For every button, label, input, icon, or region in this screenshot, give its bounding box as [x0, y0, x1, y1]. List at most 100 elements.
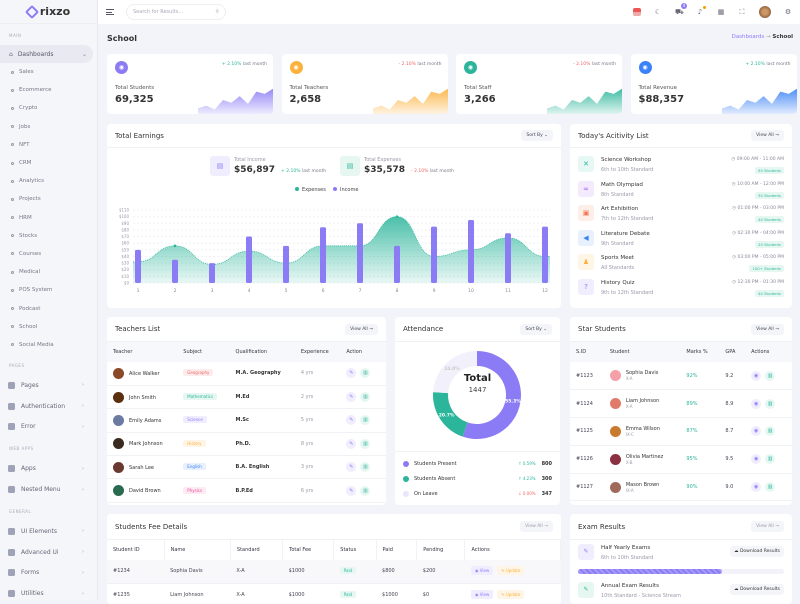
- income-bar[interactable]: [431, 226, 437, 283]
- sort-by-button[interactable]: Sort By ⌄: [521, 130, 553, 141]
- sidebar-subitem-projects[interactable]: Projects: [0, 190, 97, 208]
- sidebar-item-utilities[interactable]: Utilities ›: [0, 583, 97, 604]
- delete-icon[interactable]: ▥: [360, 368, 371, 379]
- view-all-button[interactable]: View All →: [751, 130, 784, 141]
- x-tick-label: 5: [285, 288, 288, 294]
- edit-icon[interactable]: ✎: [346, 368, 357, 379]
- sidebar-subitem-ecommerce[interactable]: Ecommerce: [0, 81, 97, 99]
- pencil-icon: ✎: [578, 544, 594, 560]
- gear-icon[interactable]: ⚙: [784, 8, 792, 16]
- income-bar[interactable]: [542, 226, 548, 283]
- sidebar-item-error[interactable]: Error ›: [0, 417, 97, 438]
- sidebar-subitem-school[interactable]: School: [0, 318, 97, 336]
- sidebar-subitem-stocks[interactable]: Stocks: [0, 227, 97, 245]
- download-results-button[interactable]: ☁ Download Results: [730, 584, 784, 595]
- view-all-button[interactable]: View All →: [751, 521, 784, 532]
- update-button[interactable]: ✎ Update: [497, 566, 525, 576]
- sidebar-subitem-nft[interactable]: NFT: [0, 136, 97, 154]
- moon-icon[interactable]: ☾: [654, 8, 662, 16]
- delete-icon[interactable]: ▥: [765, 482, 776, 493]
- search-input[interactable]: Search for Results... ⚲: [126, 4, 226, 20]
- delete-icon[interactable]: ▥: [360, 462, 371, 473]
- delete-icon[interactable]: ▥: [360, 438, 371, 449]
- activity-item[interactable]: ✕ Science Workshop 6th to 10th Standard …: [578, 154, 784, 179]
- update-button[interactable]: ✎ Update: [497, 589, 525, 599]
- sidebar-subitem-medical[interactable]: Medical: [0, 263, 97, 281]
- activity-item[interactable]: ▣ Art Exhibition 7th to 12th Standard ◷ …: [578, 203, 784, 228]
- view-all-button[interactable]: View All →: [520, 521, 553, 532]
- donut-slice[interactable]: [462, 351, 521, 439]
- view-all-button[interactable]: View All →: [345, 323, 378, 335]
- edit-icon[interactable]: ✎: [346, 392, 357, 403]
- experience: 6 yrs: [294, 478, 341, 503]
- view-button[interactable]: ◉ View: [470, 566, 494, 576]
- expenses-point[interactable]: [395, 215, 399, 218]
- edit-icon[interactable]: ✎: [346, 462, 357, 473]
- sidebar-subitem-analytics[interactable]: Analytics: [0, 172, 97, 190]
- sidebar-subitem-podcast[interactable]: Podcast: [0, 299, 97, 317]
- sidebar-subitem-jobs[interactable]: Jobs: [0, 118, 97, 136]
- sidebar-subitem-social-media[interactable]: Social Media: [0, 336, 97, 354]
- eye-icon[interactable]: ◉: [751, 482, 762, 493]
- sidebar-item-dashboards[interactable]: ⌂ Dashboards ⌄: [0, 45, 93, 63]
- delete-icon[interactable]: ▥: [360, 485, 371, 496]
- sidebar-subitem-pos-system[interactable]: POS System: [0, 281, 97, 299]
- income-bar[interactable]: [246, 236, 252, 283]
- apps-grid-icon[interactable]: ▦: [717, 8, 725, 16]
- us-flag-icon[interactable]: [633, 8, 641, 16]
- eye-icon[interactable]: ◉: [751, 398, 762, 409]
- income-bar[interactable]: [320, 227, 326, 283]
- view-button[interactable]: ◉ View: [470, 589, 494, 599]
- download-results-button[interactable]: ☁ Download Results: [730, 546, 784, 557]
- activity-item[interactable]: ♟ Sports Meet All Standards ◷ 03:00 PM -…: [578, 252, 784, 277]
- income-bar[interactable]: [283, 245, 289, 283]
- sidebar-item-forms[interactable]: Forms ›: [0, 563, 97, 584]
- delete-icon[interactable]: ▥: [765, 370, 776, 381]
- bell-icon[interactable]: ♪: [696, 6, 706, 16]
- edit-icon[interactable]: ✎: [346, 415, 357, 426]
- clock-icon: ◷: [732, 255, 737, 261]
- sidebar-item-nested-menu[interactable]: Nested Menu ›: [0, 479, 97, 500]
- sidebar-item-apps[interactable]: Apps ›: [0, 458, 97, 479]
- sort-by-button[interactable]: Sort By ⌄: [520, 323, 552, 335]
- sidebar-item-pages[interactable]: Pages ›: [0, 375, 97, 396]
- activity-item[interactable]: ? History Quiz 9th to 12th Standard ◷ 12…: [578, 277, 784, 302]
- income-bar[interactable]: [135, 249, 141, 283]
- income-bar[interactable]: [209, 263, 215, 283]
- delete-icon[interactable]: ▥: [360, 415, 371, 426]
- income-bar[interactable]: [505, 233, 511, 283]
- fullscreen-icon[interactable]: ⛶: [739, 8, 745, 16]
- income-bar[interactable]: [394, 245, 400, 283]
- menu-toggle-icon[interactable]: [106, 9, 114, 15]
- sidebar-item-advanced-ui[interactable]: Advanced Ui ›: [0, 542, 97, 563]
- breadcrumb-dashboards[interactable]: Dashboards: [731, 34, 765, 40]
- delete-icon[interactable]: ▥: [765, 454, 776, 465]
- delete-icon[interactable]: ▥: [765, 398, 776, 409]
- donut-slice[interactable]: [433, 392, 468, 437]
- activity-item[interactable]: ◀ Literature Debate 9th Standard ◷ 02:30…: [578, 228, 784, 253]
- user-avatar[interactable]: [759, 6, 771, 18]
- eye-icon[interactable]: ◉: [751, 370, 762, 381]
- sidebar-subitem-courses[interactable]: Courses: [0, 245, 97, 263]
- activity-item[interactable]: ∞ Math Olympiad 8th Standard ◷ 10:00 AM …: [578, 179, 784, 204]
- logo[interactable]: rixzo: [0, 0, 97, 24]
- sidebar-item-authentication[interactable]: Authentication ›: [0, 396, 97, 417]
- eye-icon[interactable]: ◉: [751, 426, 762, 437]
- cart-icon[interactable]: ⛟ 4: [675, 3, 687, 16]
- income-bar[interactable]: [172, 259, 178, 283]
- sidebar-subitem-crypto[interactable]: Crypto: [0, 99, 97, 117]
- delete-icon[interactable]: ▥: [360, 392, 371, 403]
- income-bar[interactable]: [357, 223, 363, 283]
- sidebar-subitem-sales[interactable]: Sales: [0, 63, 97, 81]
- income-bar[interactable]: [468, 219, 474, 283]
- edit-icon[interactable]: ✎: [346, 485, 357, 496]
- expenses-point[interactable]: [173, 244, 177, 248]
- eye-icon[interactable]: ◉: [751, 454, 762, 465]
- delete-icon[interactable]: ▥: [765, 426, 776, 437]
- sidebar-item-ui-elements[interactable]: UI Elements ›: [0, 521, 97, 542]
- view-all-button[interactable]: View All →: [751, 323, 784, 335]
- donut-slice[interactable]: [433, 351, 477, 394]
- sidebar-subitem-crm[interactable]: CRM: [0, 154, 97, 172]
- sidebar-subitem-hrm[interactable]: HRM: [0, 209, 97, 227]
- edit-icon[interactable]: ✎: [346, 438, 357, 449]
